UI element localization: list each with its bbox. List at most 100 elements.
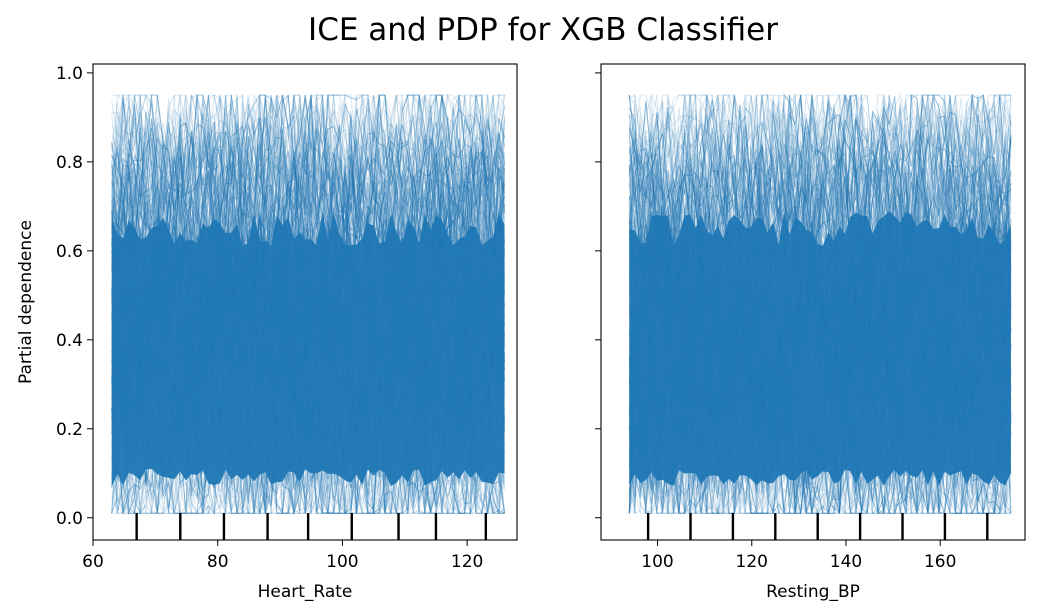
ice-line xyxy=(111,127,505,274)
ice-line xyxy=(111,94,505,391)
y-tick-label: 1.0 xyxy=(56,64,83,84)
ice-line xyxy=(111,416,505,514)
y-tick-label: 0.2 xyxy=(56,420,83,440)
ice-line xyxy=(628,119,1012,315)
ice-line xyxy=(628,94,1011,280)
ice-line xyxy=(629,390,1012,514)
ice-line xyxy=(111,121,505,253)
ice-line xyxy=(628,97,1012,205)
ice-line xyxy=(629,93,1012,388)
ice-line xyxy=(629,93,1012,312)
ice-line xyxy=(111,94,505,389)
ice-line xyxy=(111,94,505,253)
ice-line xyxy=(628,95,1012,367)
y-tick-label: 0.6 xyxy=(56,242,83,262)
ice-line xyxy=(111,94,505,227)
ice-line xyxy=(628,99,1012,217)
ice-line xyxy=(111,93,505,308)
ice-line xyxy=(111,93,505,405)
ice-line xyxy=(111,93,505,237)
y-tick-label: 0.8 xyxy=(56,153,83,173)
ice-line xyxy=(111,93,505,211)
ice-line xyxy=(111,94,505,302)
ice-line xyxy=(111,93,505,377)
ice-line xyxy=(628,93,1012,275)
ice-line xyxy=(628,102,1012,328)
ice-line xyxy=(111,95,505,233)
ice-line xyxy=(111,107,505,215)
ice-line xyxy=(111,93,505,304)
ice-line xyxy=(628,118,1012,252)
ice-line xyxy=(628,93,1012,349)
ice-density-band xyxy=(111,212,505,487)
ice-line xyxy=(111,94,505,273)
ice-line xyxy=(111,94,505,338)
x-axis-label: Resting_BP xyxy=(766,582,860,602)
ice-line xyxy=(111,119,505,312)
x-tick-label: 120 xyxy=(451,552,483,572)
ice-line xyxy=(628,93,1012,283)
ice-line xyxy=(111,95,505,284)
ice-line xyxy=(628,94,1012,251)
ice-line xyxy=(111,94,505,305)
ice-line xyxy=(111,120,505,296)
ice-line xyxy=(111,151,505,313)
x-tick-label: 140 xyxy=(830,552,862,572)
ice-line xyxy=(628,132,1012,263)
ice-line xyxy=(111,104,505,326)
ice-line xyxy=(111,94,505,375)
ice-line xyxy=(628,343,1012,514)
ice-line xyxy=(111,122,505,360)
y-tick-label: 0.4 xyxy=(56,331,83,351)
ice-line xyxy=(628,93,1012,239)
ice-line xyxy=(628,94,1012,402)
ice-line xyxy=(111,95,505,239)
ice-line xyxy=(628,94,1012,283)
ice-line xyxy=(111,126,505,301)
ice-line xyxy=(628,94,1012,334)
ice-line xyxy=(111,94,505,238)
ice-line xyxy=(628,97,1012,213)
ice-line xyxy=(111,95,505,335)
heart-rate-panel: 60 80 100 120 0.0 0.2 0.4 0.6 0.8 1.0 Heart_Rate Pa… xyxy=(16,63,518,602)
ice-line xyxy=(111,431,505,515)
ice-density-band xyxy=(629,211,1011,487)
x-tick-label: 60 xyxy=(82,552,104,572)
x-tick-label: 100 xyxy=(326,552,358,572)
ice-line xyxy=(628,94,1012,348)
ice-line xyxy=(628,124,1012,273)
ice-line xyxy=(111,135,505,241)
resting-bp-panel: 100 120 140 160 Resting_BP xyxy=(595,63,1026,602)
ice-line xyxy=(111,94,505,366)
ice-line xyxy=(628,104,1012,241)
ice-line xyxy=(628,94,1012,328)
ice-line xyxy=(111,122,505,239)
ice-line xyxy=(628,94,1012,257)
ice-line xyxy=(111,440,505,515)
ice-line xyxy=(628,94,1012,224)
ice-line xyxy=(111,107,505,263)
x-tick-label: 120 xyxy=(736,552,768,572)
ice-line xyxy=(111,95,505,306)
ice-lines xyxy=(628,93,1012,516)
ice-line xyxy=(111,114,505,222)
ice-line xyxy=(628,95,1012,299)
ice-line xyxy=(628,95,1012,343)
ice-line xyxy=(111,94,505,328)
figure-title: ICE and PDP for XGB Classifier xyxy=(308,12,778,48)
ice-line xyxy=(628,95,1012,304)
ice-line xyxy=(628,94,1011,274)
ice-line xyxy=(628,137,1012,253)
ice-lines xyxy=(111,93,505,516)
ice-line xyxy=(628,94,1012,316)
x-tick-label: 80 xyxy=(207,552,229,572)
ice-line xyxy=(111,121,505,261)
ice-line xyxy=(111,110,505,299)
y-tick-label: 0.0 xyxy=(56,509,83,529)
ice-line xyxy=(628,93,1012,308)
ice-line xyxy=(111,94,505,326)
ice-line xyxy=(628,93,1012,310)
ice-line xyxy=(628,94,1012,249)
ice-line xyxy=(628,93,1012,199)
